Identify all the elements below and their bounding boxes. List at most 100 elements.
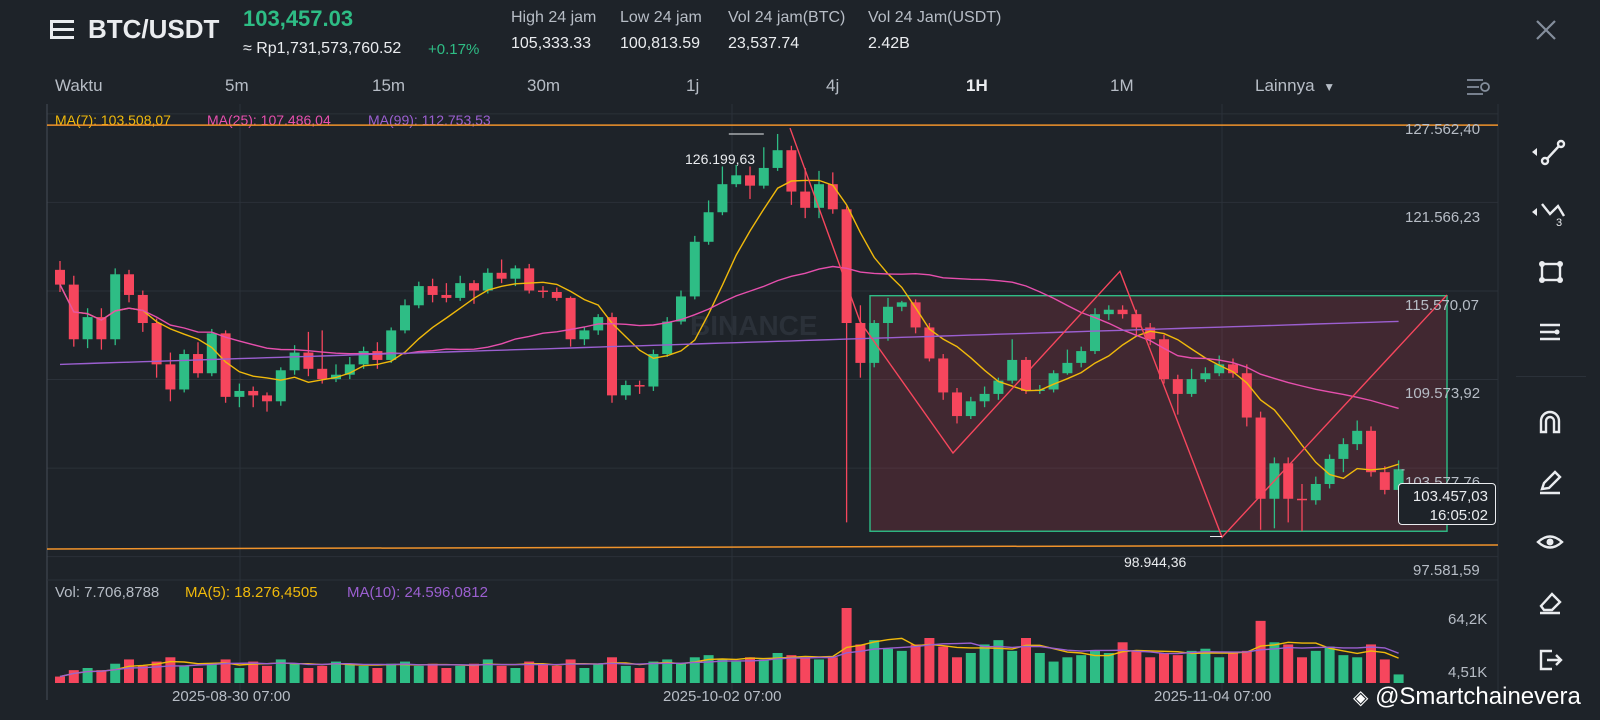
volume-bar bbox=[358, 665, 369, 683]
price-axis-label: 115.570,07 bbox=[1405, 297, 1479, 314]
candle-body bbox=[814, 184, 824, 208]
candle-body bbox=[400, 305, 410, 331]
eye-icon[interactable] bbox=[1530, 522, 1570, 562]
candle-body bbox=[538, 290, 548, 293]
volume-bar bbox=[137, 665, 148, 683]
candle-body bbox=[1048, 373, 1059, 390]
tab-1j[interactable]: 1j bbox=[686, 76, 700, 95]
candle-body bbox=[855, 323, 866, 363]
volume-bar bbox=[717, 659, 728, 683]
pencil-icon[interactable] bbox=[1530, 462, 1570, 502]
volume-bar bbox=[855, 644, 866, 683]
candle-body bbox=[910, 302, 921, 328]
menu-icon[interactable] bbox=[50, 16, 78, 44]
candle-body bbox=[731, 175, 742, 185]
volume-bar bbox=[1007, 650, 1018, 683]
volume-bar bbox=[758, 659, 769, 683]
volume-bar bbox=[1352, 657, 1363, 683]
last-price: 103,457.03 bbox=[243, 6, 354, 31]
tab-5m[interactable]: 5m bbox=[225, 76, 249, 95]
candle-body bbox=[110, 274, 121, 340]
trend-line-tool-icon[interactable] bbox=[1530, 132, 1570, 172]
volume-bar bbox=[1214, 657, 1225, 683]
volume-bar bbox=[1048, 661, 1059, 683]
candle-body bbox=[1338, 444, 1349, 459]
volume-bar bbox=[1159, 653, 1169, 683]
stat-low-value: 100,813.59 bbox=[620, 35, 701, 52]
volume-bar bbox=[565, 659, 576, 683]
close-icon[interactable] bbox=[1532, 16, 1560, 44]
volume-bar bbox=[510, 668, 521, 683]
tab-30m[interactable]: 30m bbox=[527, 76, 561, 95]
tab-15m[interactable]: 15m bbox=[372, 76, 406, 95]
volume-bar bbox=[482, 659, 493, 683]
candle-body bbox=[124, 274, 134, 295]
candle-body bbox=[1297, 498, 1307, 501]
price-axis-label: 127.562,40 bbox=[1405, 121, 1481, 138]
candle-body bbox=[372, 351, 383, 360]
credit-text: @Smartchainevera bbox=[1375, 683, 1581, 710]
candle-body bbox=[413, 286, 424, 306]
ma99-line bbox=[59, 320, 1399, 366]
candle-body bbox=[275, 370, 286, 402]
pair-title[interactable]: BTC/USDT bbox=[88, 14, 220, 44]
tab-1m[interactable]: 1M bbox=[1110, 76, 1134, 95]
candle-body bbox=[634, 385, 645, 387]
candle-body bbox=[193, 354, 203, 374]
volume-bar bbox=[386, 663, 397, 683]
candle-body bbox=[96, 317, 107, 340]
candle-body bbox=[1159, 339, 1169, 380]
volume-bar bbox=[607, 657, 617, 683]
candle-body bbox=[924, 327, 935, 359]
volume-bar bbox=[455, 665, 466, 683]
candle-body bbox=[620, 385, 631, 396]
candle-body bbox=[1214, 364, 1225, 374]
volume-axis-label: 64,2K bbox=[1448, 611, 1488, 628]
candle-body bbox=[524, 268, 535, 291]
tab-more[interactable]: Lainnya ▼ bbox=[1255, 76, 1335, 96]
volume-bar bbox=[786, 655, 797, 683]
volume-bar bbox=[703, 655, 714, 683]
candle-body bbox=[1228, 364, 1238, 374]
candle-body bbox=[303, 352, 314, 369]
candle-body bbox=[358, 351, 369, 365]
volume-bar bbox=[1310, 650, 1321, 683]
price-axis-label: 97.581,59 bbox=[1413, 562, 1480, 579]
volume-bar bbox=[82, 668, 93, 683]
ma7-label: MA(7): 103.508,07 bbox=[55, 112, 171, 128]
fib-tool-icon[interactable]: 3 bbox=[1530, 192, 1570, 232]
volume-bar bbox=[1255, 620, 1266, 683]
candle-body bbox=[179, 354, 190, 390]
volume-bar bbox=[662, 659, 673, 683]
ma25-line bbox=[59, 265, 1399, 410]
text-tool-icon[interactable] bbox=[1530, 312, 1570, 352]
candle-body bbox=[1393, 469, 1404, 490]
candle-body bbox=[772, 150, 783, 168]
volume-bar bbox=[234, 668, 245, 683]
support-line bbox=[46, 544, 1499, 550]
volume-bar bbox=[731, 661, 742, 683]
high-annotation: 126.199,63 bbox=[685, 151, 755, 167]
rectangle-tool-icon[interactable] bbox=[1530, 252, 1570, 292]
volume-bar bbox=[151, 661, 162, 683]
volume-bar bbox=[1297, 657, 1307, 683]
magnet-icon[interactable] bbox=[1530, 402, 1570, 442]
volume-bar bbox=[1103, 653, 1114, 683]
candle-body bbox=[745, 175, 755, 186]
tab-1h[interactable]: 1H bbox=[966, 76, 988, 95]
candle-body bbox=[786, 150, 797, 192]
vol-ma10-label: MA(10): 24.596,0812 bbox=[347, 584, 488, 601]
eraser-icon[interactable] bbox=[1530, 582, 1570, 622]
candle-body bbox=[496, 272, 507, 279]
chart-settings-icon[interactable] bbox=[1465, 76, 1491, 98]
tab-4j[interactable]: 4j bbox=[826, 76, 840, 95]
candle-body bbox=[206, 333, 217, 374]
candle-body bbox=[648, 354, 659, 387]
candle-body bbox=[1310, 484, 1321, 501]
volume-bar bbox=[1338, 655, 1349, 683]
exit-fullscreen-icon[interactable] bbox=[1530, 640, 1570, 680]
credit-watermark: ◈ @Smartchainevera bbox=[1353, 683, 1581, 711]
pattern-line bbox=[789, 127, 1448, 539]
volume-bar bbox=[317, 665, 328, 683]
